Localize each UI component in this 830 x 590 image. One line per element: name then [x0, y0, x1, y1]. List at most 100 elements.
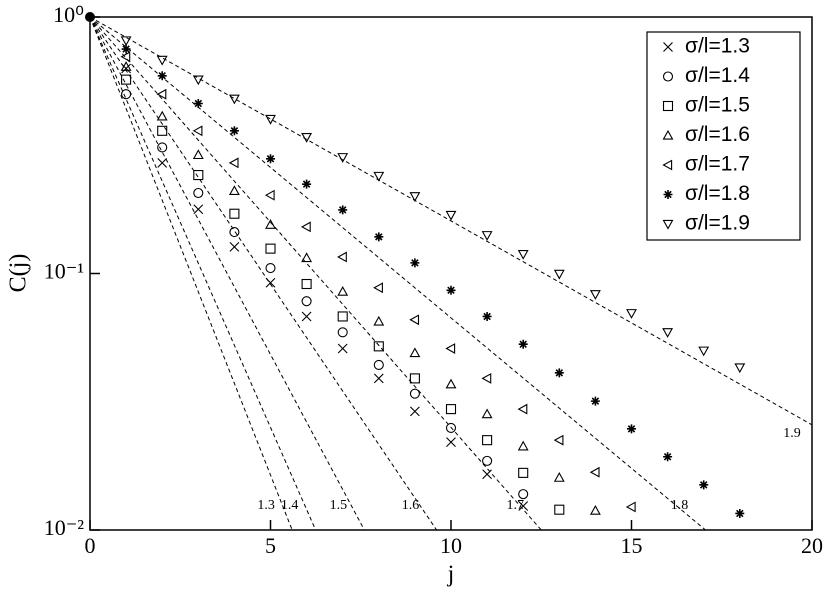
legend-marker [662, 129, 674, 140]
legend-box [646, 31, 801, 241]
marker [517, 249, 529, 260]
marker [337, 311, 348, 322]
marker [337, 327, 348, 338]
marker [337, 251, 347, 263]
marker [662, 328, 674, 338]
marker [554, 368, 564, 378]
marker [518, 339, 528, 349]
marker [193, 170, 204, 181]
marker [482, 469, 492, 480]
marker [553, 269, 565, 280]
legend-marker [662, 159, 673, 171]
marker [553, 472, 565, 482]
y-tick-label: 10⁻² [44, 515, 85, 540]
marker [156, 55, 168, 66]
legend-label: σ/l=1.7 [685, 153, 750, 176]
marker [589, 466, 600, 478]
marker [301, 278, 312, 290]
fit-line [90, 17, 437, 530]
marker [445, 343, 456, 354]
marker [265, 277, 276, 288]
fit-line-label: 1.9 [783, 426, 801, 441]
fit-line-label: 1.5 [330, 498, 348, 513]
marker [373, 341, 384, 352]
legend-marker [662, 100, 674, 112]
marker [121, 89, 132, 100]
marker [482, 455, 493, 466]
marker [517, 403, 528, 415]
marker [590, 396, 600, 406]
x-tick-label: 10 [440, 533, 462, 558]
marker [193, 99, 203, 109]
marker [156, 88, 167, 100]
y-axis-label: C(j) [6, 254, 32, 293]
marker [301, 252, 313, 263]
legend-label: σ/l=1.6 [685, 123, 750, 146]
marker [373, 359, 384, 371]
marker [265, 243, 276, 254]
marker [301, 296, 312, 307]
marker [193, 187, 204, 199]
marker [482, 311, 492, 321]
marker [193, 204, 204, 215]
marker [481, 408, 493, 419]
marker [120, 36, 132, 47]
marker [301, 133, 313, 143]
marker [445, 404, 457, 415]
marker [120, 61, 132, 71]
marker [481, 372, 492, 384]
fit-line [90, 17, 365, 530]
y-tick-label: 10⁻¹ [44, 259, 84, 284]
marker [192, 125, 203, 137]
fit-line [90, 17, 706, 530]
fit-line-label: 1.6 [402, 498, 420, 513]
marker [337, 153, 349, 163]
x-axis-label: j [447, 562, 455, 588]
marker [373, 171, 385, 182]
x-tick-label: 0 [85, 533, 96, 558]
marker [228, 157, 239, 169]
marker [410, 406, 420, 417]
marker [481, 231, 493, 241]
marker [409, 347, 421, 358]
marker [266, 154, 275, 164]
legend-label: σ/l=1.3 [685, 35, 750, 58]
marker [192, 149, 204, 160]
legend-marker [663, 42, 673, 52]
marker [446, 437, 456, 448]
marker [157, 157, 168, 168]
marker [157, 71, 167, 81]
marker [264, 189, 275, 201]
marker [409, 192, 421, 202]
marker [518, 489, 529, 500]
legend-label: σ/l=1.4 [685, 64, 750, 87]
marker [734, 363, 746, 374]
marker [373, 282, 383, 294]
legend-label: σ/l=1.5 [685, 94, 750, 117]
marker [157, 125, 168, 136]
marker [157, 142, 168, 153]
marker [409, 388, 420, 399]
marker [518, 467, 529, 478]
marker [735, 508, 745, 518]
marker [265, 219, 276, 229]
marker [228, 185, 240, 196]
fit-line [90, 17, 542, 530]
marker [338, 205, 348, 215]
marker [229, 208, 240, 219]
marker [192, 75, 204, 86]
origin-point [85, 12, 95, 22]
marker [121, 63, 131, 74]
marker [409, 373, 420, 384]
marker [410, 258, 420, 268]
marker [229, 126, 239, 136]
marker [228, 94, 240, 105]
marker [445, 378, 457, 389]
fit-line-label: 1.3 [257, 498, 275, 513]
marker [446, 285, 456, 295]
marker [663, 452, 673, 462]
fit-line [90, 17, 293, 530]
legend-marker [663, 190, 673, 199]
marker [699, 480, 709, 490]
